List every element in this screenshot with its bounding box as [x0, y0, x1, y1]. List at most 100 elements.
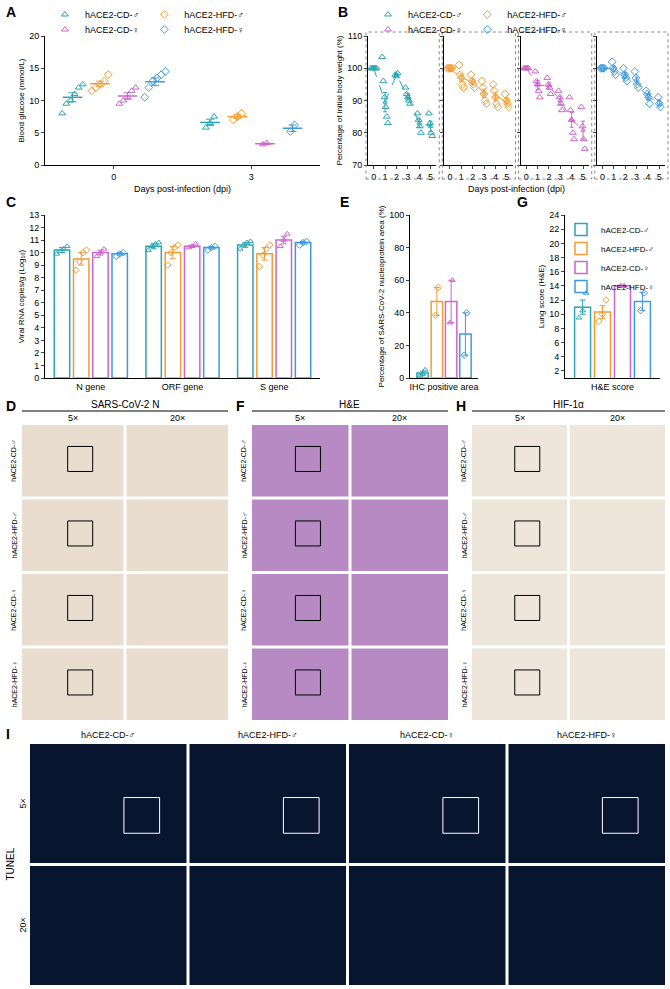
svg-text:80: 80	[352, 128, 362, 138]
svg-text:A: A	[6, 4, 16, 20]
svg-text:5: 5	[428, 172, 433, 182]
svg-text:0: 0	[111, 172, 116, 182]
svg-text:I: I	[6, 726, 10, 742]
svg-text:hACE2-CD-♂: hACE2-CD-♂	[81, 730, 135, 740]
svg-text:2: 2	[470, 172, 475, 182]
svg-text:0: 0	[399, 373, 404, 383]
svg-text:hACE2-HFD-♂: hACE2-HFD-♂	[11, 512, 18, 558]
svg-text:hACE2-HFD-♀: hACE2-HFD-♀	[461, 661, 468, 707]
svg-text:B: B	[338, 4, 348, 20]
svg-text:3: 3	[249, 172, 254, 182]
svg-text:10: 10	[549, 309, 559, 319]
svg-text:hACE2-HFD-♀: hACE2-HFD-♀	[241, 661, 248, 707]
svg-text:4: 4	[34, 323, 39, 333]
svg-text:110: 110	[348, 31, 362, 41]
svg-text:20: 20	[549, 239, 559, 249]
svg-text:G: G	[517, 194, 528, 210]
svg-text:3: 3	[634, 172, 639, 182]
svg-text:8: 8	[34, 273, 39, 283]
svg-text:2: 2	[554, 366, 559, 376]
svg-text:40: 40	[394, 308, 404, 318]
svg-text:4: 4	[569, 172, 574, 182]
svg-text:1: 1	[383, 172, 388, 182]
svg-text:Days post-infection (dpi): Days post-infection (dpi)	[134, 184, 231, 194]
svg-text:20×: 20×	[392, 413, 407, 423]
svg-text:60: 60	[394, 275, 404, 285]
svg-text:Percentage of SARS-CoV-2 nucle: Percentage of SARS-CoV-2 nucleoprotein a…	[377, 205, 386, 387]
svg-text:hACE2-CD-♀: hACE2-CD-♀	[400, 730, 454, 740]
svg-text:16: 16	[549, 267, 559, 277]
svg-text:E: E	[340, 194, 349, 210]
svg-text:3: 3	[482, 172, 487, 182]
svg-text:5: 5	[34, 310, 39, 320]
svg-text:6: 6	[34, 298, 39, 308]
svg-text:2: 2	[34, 348, 39, 358]
svg-text:hACE2-CD-♀: hACE2-CD-♀	[408, 25, 462, 35]
svg-text:80: 80	[394, 243, 404, 253]
svg-text:8: 8	[554, 324, 559, 334]
svg-text:5×: 5×	[515, 413, 525, 423]
svg-text:ORF gene: ORF gene	[162, 382, 204, 392]
svg-text:Viral RNA copies/g (Log₁₀): Viral RNA copies/g (Log₁₀)	[17, 249, 26, 343]
svg-text:hACE2-HFD-♀: hACE2-HFD-♀	[601, 283, 654, 292]
svg-text:20×: 20×	[610, 413, 625, 423]
svg-text:hACE2-HFD-♀: hACE2-HFD-♀	[507, 25, 567, 35]
svg-text:IHC positive area: IHC positive area	[409, 382, 478, 392]
svg-text:F: F	[236, 398, 245, 414]
svg-text:5×: 5×	[295, 413, 305, 423]
svg-text:5: 5	[34, 128, 39, 138]
svg-text:hACE2-CD-♂: hACE2-CD-♂	[601, 226, 649, 235]
svg-text:5×: 5×	[68, 413, 78, 423]
svg-text:hACE2-HFD-♂: hACE2-HFD-♂	[238, 730, 298, 740]
svg-text:4: 4	[493, 172, 498, 182]
svg-text:2: 2	[546, 172, 551, 182]
svg-text:15: 15	[29, 63, 39, 73]
svg-text:hACE2-CD-♂: hACE2-CD-♂	[408, 10, 462, 20]
svg-text:hACE2-CD-♂: hACE2-CD-♂	[10, 440, 17, 482]
svg-text:hACE2-HFD-♂: hACE2-HFD-♂	[241, 512, 248, 558]
svg-text:hACE2-CD-♀: hACE2-CD-♀	[240, 589, 247, 631]
svg-text:5: 5	[581, 172, 586, 182]
svg-text:H: H	[456, 398, 466, 414]
svg-text:0: 0	[600, 172, 605, 182]
svg-text:20×: 20×	[18, 917, 28, 932]
svg-text:100: 100	[389, 210, 404, 220]
svg-text:24: 24	[549, 210, 559, 220]
svg-text:hACE2-CD-♀: hACE2-CD-♀	[85, 25, 139, 35]
svg-text:3: 3	[558, 172, 563, 182]
svg-text:D: D	[6, 398, 16, 414]
svg-text:TUNEL: TUNEL	[5, 847, 16, 880]
svg-text:4: 4	[554, 352, 559, 362]
svg-text:H&E score: H&E score	[591, 382, 634, 392]
svg-text:SARS-CoV-2 N: SARS-CoV-2 N	[91, 399, 159, 410]
svg-text:10: 10	[29, 96, 39, 106]
svg-text:12: 12	[549, 295, 559, 305]
svg-text:hACE2-CD-♂: hACE2-CD-♂	[240, 440, 247, 482]
svg-text:1: 1	[611, 172, 616, 182]
svg-text:hACE2-CD-♂: hACE2-CD-♂	[460, 440, 467, 482]
svg-text:C: C	[6, 194, 16, 210]
svg-text:13: 13	[29, 210, 39, 220]
svg-text:hACE2-HFD-♂: hACE2-HFD-♂	[507, 10, 567, 20]
svg-text:2: 2	[394, 172, 399, 182]
svg-text:hACE2-HFD-♀: hACE2-HFD-♀	[184, 25, 244, 35]
svg-text:Lung score (H&E): Lung score (H&E)	[537, 264, 546, 328]
svg-text:20: 20	[394, 341, 404, 351]
svg-text:3: 3	[34, 336, 39, 346]
svg-text:4: 4	[645, 172, 650, 182]
svg-text:3: 3	[405, 172, 410, 182]
svg-text:5×: 5×	[18, 798, 28, 808]
svg-text:2: 2	[623, 172, 628, 182]
svg-text:hACE2-CD-♂: hACE2-CD-♂	[85, 10, 139, 20]
svg-text:hACE2-HFD-♂: hACE2-HFD-♂	[601, 245, 654, 254]
svg-text:HIF-1α: HIF-1α	[553, 399, 584, 410]
svg-text:5: 5	[504, 172, 509, 182]
svg-text:S gene: S gene	[260, 382, 289, 392]
svg-text:7: 7	[34, 285, 39, 295]
svg-text:9: 9	[34, 260, 39, 270]
svg-text:0: 0	[34, 373, 39, 383]
svg-text:10: 10	[29, 248, 39, 258]
svg-text:1: 1	[459, 172, 464, 182]
svg-text:20: 20	[29, 31, 39, 41]
svg-text:14: 14	[549, 281, 559, 291]
